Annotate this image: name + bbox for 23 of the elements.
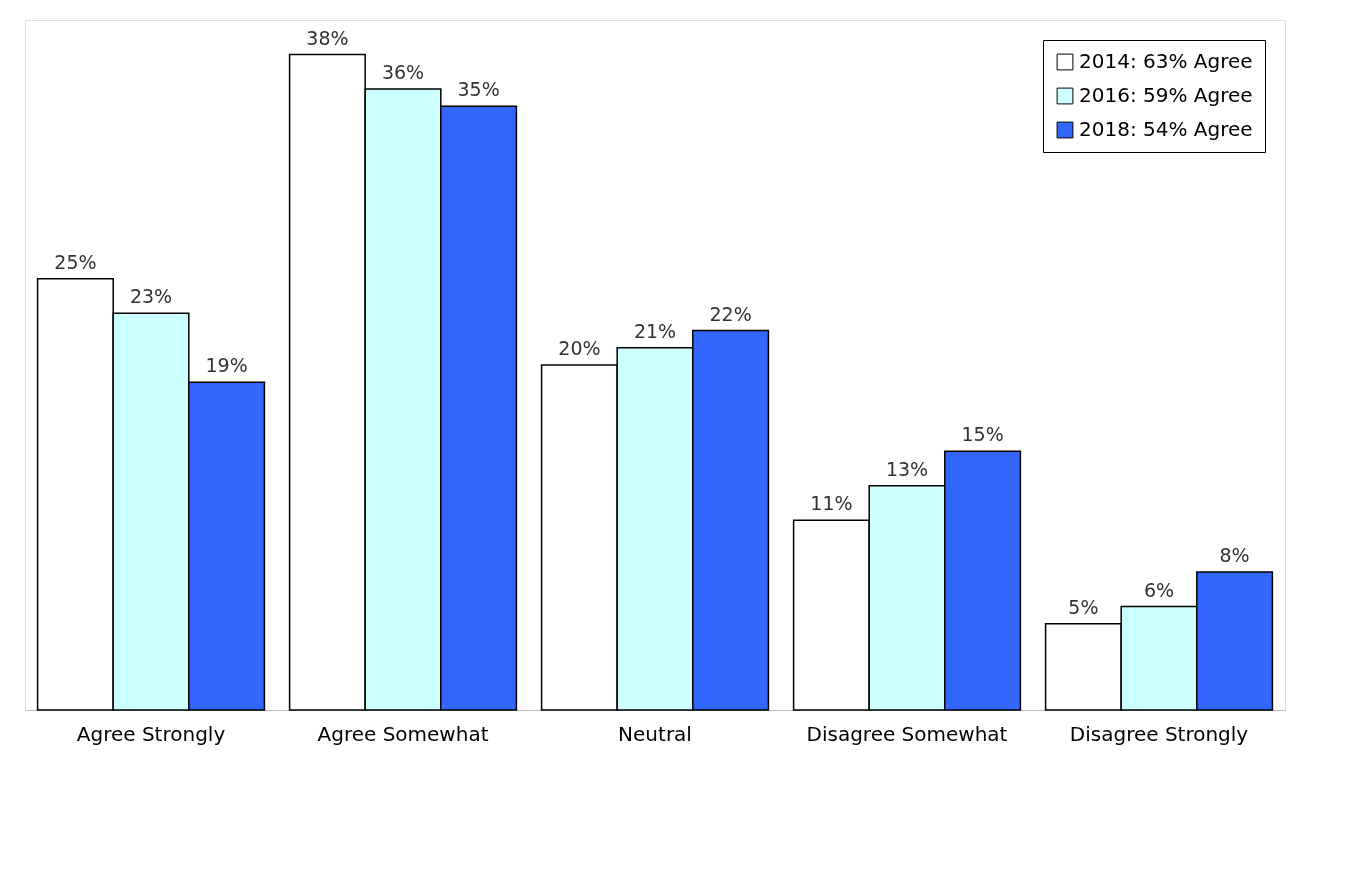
data-label: 13% bbox=[885, 457, 929, 480]
data-label: 22% bbox=[709, 302, 752, 325]
x-tick-label: Disagree Somewhat bbox=[806, 721, 1008, 746]
data-label: 6% bbox=[1143, 578, 1175, 601]
data-label: 11% bbox=[810, 492, 853, 515]
data-label: 15% bbox=[961, 423, 1004, 446]
x-tick-label: Agree Strongly bbox=[76, 721, 226, 746]
data-label: 5% bbox=[1068, 595, 1099, 618]
x-tick-label: Disagree Strongly bbox=[1069, 721, 1249, 746]
data-label: 35% bbox=[457, 78, 500, 101]
legend-label: 2016: 59% Agree bbox=[1079, 83, 1253, 107]
data-label: 21% bbox=[633, 319, 677, 342]
legend-label: 2014: 63% Agree bbox=[1079, 49, 1253, 73]
x-tick-label: Agree Somewhat bbox=[317, 721, 489, 746]
data-label: 19% bbox=[205, 354, 248, 377]
data-label: 8% bbox=[1219, 544, 1250, 566]
legend-label: 2018: 54% Agree bbox=[1079, 117, 1253, 141]
data-label: 20% bbox=[558, 337, 601, 359]
data-label: 23% bbox=[129, 285, 173, 308]
x-tick-label: Neutral bbox=[618, 721, 692, 746]
data-label: 25% bbox=[54, 250, 97, 273]
data-label: 36% bbox=[381, 61, 425, 83]
data-label: 38% bbox=[306, 26, 349, 49]
